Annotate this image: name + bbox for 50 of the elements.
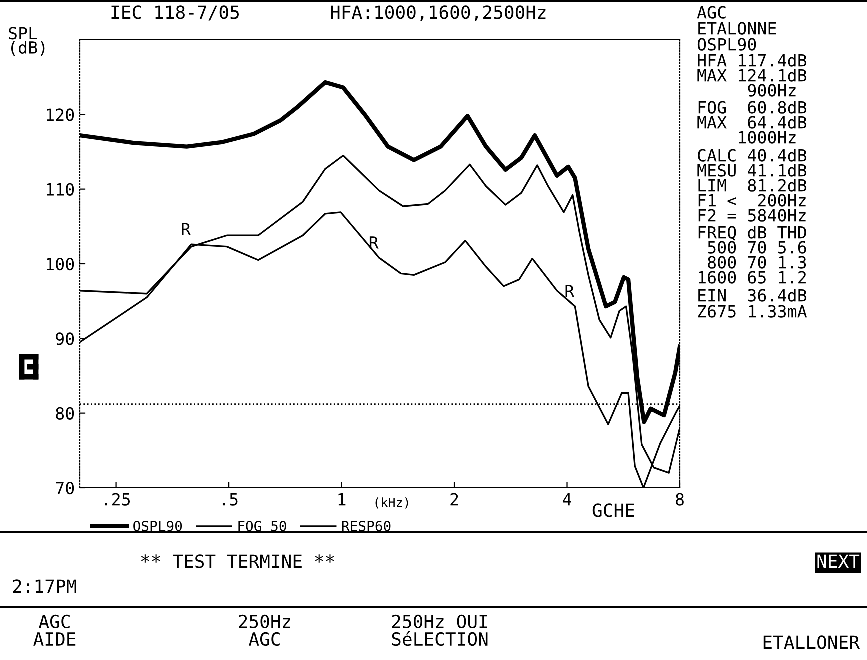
x-tick-label: 4 (563, 493, 572, 506)
x-tick-label: 2 (450, 493, 458, 506)
text: HFA 117.4dB (698, 54, 807, 67)
text: CALC 40.4dB (698, 148, 807, 162)
text: ETALONNE (698, 22, 776, 35)
annotation: R (370, 236, 379, 249)
y-tick-label: 70 (56, 482, 74, 495)
y-tick-label: 90 (56, 332, 74, 346)
legend-label: RESP60 (342, 520, 391, 532)
text: FOG 60.8dB (698, 100, 807, 114)
text: 1600 65 1.2 (699, 271, 806, 284)
text: 2:17PM (13, 580, 76, 594)
legend-label: FOG 50 (238, 520, 286, 532)
text: AGC (697, 6, 726, 19)
text: F1 < 200Hz (698, 194, 806, 207)
x-tick-label: 1 (338, 493, 346, 506)
text: Z675 1.33mA (698, 305, 808, 318)
text: MAX 64.4dB (698, 116, 807, 129)
text: 250Hz OUI SéLECTION (392, 614, 488, 646)
text: 800 70 1.3 (708, 256, 806, 269)
chart-title: IEC 118-7/05 (112, 6, 239, 21)
chart-subtitle: HFA:1000,1600,2500Hz (331, 6, 546, 22)
annotation: R (182, 223, 191, 236)
annotation: R (566, 285, 575, 298)
text: NEXT (818, 554, 860, 568)
text: MESU 41.1dB (698, 164, 807, 177)
text: LIM 81.2dB (698, 178, 807, 192)
y-axis-title: SPL (dB) (9, 27, 45, 56)
x-tick-label: 8 (676, 493, 684, 506)
text: 900Hz (748, 84, 796, 97)
text: ** TEST TERMINE ** (141, 554, 334, 568)
text: 1000Hz (739, 131, 796, 144)
y-tick-label: 110 (47, 183, 74, 196)
text: MAX 124.1dB (698, 68, 807, 82)
text: 250Hz AGC (239, 614, 290, 646)
text: EIN 36.4dB (698, 288, 807, 302)
text: FREQ dB THD (698, 226, 806, 241)
y-tick-label: 80 (56, 407, 74, 420)
legend-label: OSPL90 (134, 520, 182, 532)
text: AGC AIDE (34, 614, 76, 646)
text: ETALLONER (764, 636, 860, 650)
text: 500 70 5.6 (708, 241, 806, 254)
y-tick-label: 100 (47, 258, 74, 271)
y-tick-label: 120 (47, 108, 74, 122)
text: F2 = 5840Hz (698, 209, 806, 222)
text: OSPL90 (698, 38, 756, 51)
text: GCHE (592, 504, 634, 518)
x-axis-title: (kHz) (376, 498, 408, 509)
x-tick-label: .25 (105, 493, 130, 506)
x-tick-label: .5 (222, 493, 238, 506)
